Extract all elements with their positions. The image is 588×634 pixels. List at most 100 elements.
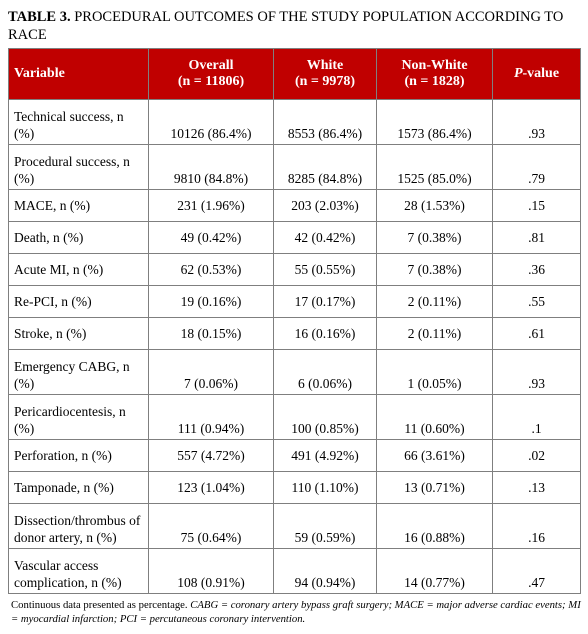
cell-pvalue: .1 xyxy=(492,394,581,440)
cell-pvalue: .16 xyxy=(492,503,581,549)
cell-pvalue: .93 xyxy=(492,99,581,145)
cell-variable: Perforation, n (%) xyxy=(8,439,149,472)
cell-overall: 108 (0.91%) xyxy=(148,548,274,594)
cell-variable: Emergency CABG, n (%) xyxy=(8,349,149,395)
header-p-rest: -value xyxy=(522,66,560,81)
footnote-plain: Continuous data presented as percentage. xyxy=(11,599,191,611)
cell-variable: Procedural success, n (%) xyxy=(8,144,149,190)
cell-nonwhite: 14 (0.77%) xyxy=(376,548,493,594)
table-row: Technical success, n (%) 10126 (86.4%) 855… xyxy=(8,99,581,145)
cell-white: 491 (4.92%) xyxy=(273,439,377,472)
cell-pvalue: .55 xyxy=(492,285,581,318)
cell-overall: 10126 (86.4%) xyxy=(148,99,274,145)
cell-variable: Death, n (%) xyxy=(8,221,149,254)
table-body: Technical success, n (%) 10126 (86.4%) 855… xyxy=(8,99,581,594)
cell-variable: Technical success, n (%) xyxy=(8,99,149,145)
cell-pvalue: .47 xyxy=(492,548,581,594)
cell-variable: Pericardiocentesis, n (%) xyxy=(8,394,149,440)
header-variable: Variable xyxy=(8,48,149,100)
cell-variable: Dissection/thrombus of donor artery, n (… xyxy=(8,503,149,549)
header-overall: Overall (n = 11806) xyxy=(148,48,274,100)
table-row: Re-PCI, n (%) 19 (0.16%) 17 (0.17%) 2 (0.11… xyxy=(8,285,581,318)
cell-overall: 111 (0.94%) xyxy=(148,394,274,440)
cell-white: 110 (1.10%) xyxy=(273,471,377,504)
cell-variable: Re-PCI, n (%) xyxy=(8,285,149,318)
header-nonwhite-label: Non-White xyxy=(401,58,468,73)
cell-white: 100 (0.85%) xyxy=(273,394,377,440)
cell-nonwhite: 1 (0.05%) xyxy=(376,349,493,395)
cell-nonwhite: 7 (0.38%) xyxy=(376,221,493,254)
cell-pvalue: .61 xyxy=(492,317,581,350)
cell-white: 8553 (86.4%) xyxy=(273,99,377,145)
cell-overall: 49 (0.42%) xyxy=(148,221,274,254)
cell-overall: 9810 (84.8%) xyxy=(148,144,274,190)
table-row: Death, n (%) 49 (0.42%) 42 (0.42%) 7 (0.38%… xyxy=(8,221,581,254)
header-white: White (n = 9978) xyxy=(273,48,377,100)
header-pvalue: P-value xyxy=(492,48,581,100)
cell-white: 8285 (84.8%) xyxy=(273,144,377,190)
cell-pvalue: .13 xyxy=(492,471,581,504)
cell-white: 16 (0.16%) xyxy=(273,317,377,350)
cell-nonwhite: 66 (3.61%) xyxy=(376,439,493,472)
cell-variable: Acute MI, n (%) xyxy=(8,253,149,286)
cell-nonwhite: 28 (1.53%) xyxy=(376,189,493,222)
cell-overall: 557 (4.72%) xyxy=(148,439,274,472)
header-row: Variable Overall (n = 11806) White (n = 99… xyxy=(8,48,581,100)
cell-pvalue: .93 xyxy=(492,349,581,395)
header-overall-n: (n = 11806) xyxy=(177,74,245,89)
cell-white: 17 (0.17%) xyxy=(273,285,377,318)
table-row: Vascular access complication, n (%) 108 (… xyxy=(8,548,581,594)
cell-overall: 7 (0.06%) xyxy=(148,349,274,395)
cell-nonwhite: 2 (0.11%) xyxy=(376,317,493,350)
cell-pvalue: .02 xyxy=(492,439,581,472)
cell-variable: Stroke, n (%) xyxy=(8,317,149,350)
cell-nonwhite: 1573 (86.4%) xyxy=(376,99,493,145)
cell-pvalue: .15 xyxy=(492,189,581,222)
header-nonwhite: Non-White (n = 1828) xyxy=(376,48,493,100)
table-row: Stroke, n (%) 18 (0.15%) 16 (0.16%) 2 (0.11… xyxy=(8,317,581,350)
cell-white: 6 (0.06%) xyxy=(273,349,377,395)
cell-nonwhite: 7 (0.38%) xyxy=(376,253,493,286)
table-container: TABLE 3. PROCEDURAL OUTCOMES OF THE STUD… xyxy=(8,0,584,626)
cell-overall: 62 (0.53%) xyxy=(148,253,274,286)
cell-pvalue: .81 xyxy=(492,221,581,254)
cell-pvalue: .36 xyxy=(492,253,581,286)
cell-variable: Tamponade, n (%) xyxy=(8,471,149,504)
cell-nonwhite: 16 (0.88%) xyxy=(376,503,493,549)
table-row: Acute MI, n (%) 62 (0.53%) 55 (0.55%) 7 (0.… xyxy=(8,253,581,286)
table-row: Pericardiocentesis, n (%) 111 (0.94%) 100 … xyxy=(8,394,581,440)
header-p-italic: P xyxy=(513,66,523,81)
footnote-abbreviations: CABG = coronary artery bypass graft surg… xyxy=(11,599,581,625)
header-variable-label: Variable xyxy=(14,66,65,81)
cell-pvalue: .79 xyxy=(492,144,581,190)
cell-overall: 231 (1.96%) xyxy=(148,189,274,222)
cell-overall: 18 (0.15%) xyxy=(148,317,274,350)
header-overall-label: Overall xyxy=(188,58,234,73)
cell-white: 55 (0.55%) xyxy=(273,253,377,286)
table-caption-label: TABLE 3. xyxy=(8,9,71,25)
cell-nonwhite: 11 (0.60%) xyxy=(376,394,493,440)
header-white-label: White xyxy=(306,58,344,73)
table-row: Dissection/thrombus of donor artery, n (… xyxy=(8,503,581,549)
table-row: Tamponade, n (%) 123 (1.04%) 110 (1.10%) 13… xyxy=(8,471,581,504)
table-caption: TABLE 3. PROCEDURAL OUTCOMES OF THE STUD… xyxy=(8,8,584,44)
cell-white: 59 (0.59%) xyxy=(273,503,377,549)
table-footnote: Continuous data presented as percentage.… xyxy=(8,598,584,626)
table-row: Perforation, n (%) 557 (4.72%) 491 (4.92%)… xyxy=(8,439,581,472)
table-row: Emergency CABG, n (%) 7 (0.06%) 6 (0.06%) 1… xyxy=(8,349,581,395)
cell-variable: MACE, n (%) xyxy=(8,189,149,222)
table-row: Procedural success, n (%) 9810 (84.8%) 828… xyxy=(8,144,581,190)
header-white-n: (n = 9978) xyxy=(294,74,356,89)
cell-overall: 19 (0.16%) xyxy=(148,285,274,318)
cell-nonwhite: 13 (0.71%) xyxy=(376,471,493,504)
table-row: MACE, n (%) 231 (1.96%) 203 (2.03%) 28 (1.5… xyxy=(8,189,581,222)
cell-overall: 123 (1.04%) xyxy=(148,471,274,504)
cell-white: 42 (0.42%) xyxy=(273,221,377,254)
cell-nonwhite: 2 (0.11%) xyxy=(376,285,493,318)
cell-white: 203 (2.03%) xyxy=(273,189,377,222)
cell-variable: Vascular access complication, n (%) xyxy=(8,548,149,594)
table-caption-text: PROCEDURAL OUTCOMES OF THE STUDY POPULAT… xyxy=(8,9,564,43)
cell-overall: 75 (0.64%) xyxy=(148,503,274,549)
cell-nonwhite: 1525 (85.0%) xyxy=(376,144,493,190)
header-nonwhite-n: (n = 1828) xyxy=(404,74,465,89)
